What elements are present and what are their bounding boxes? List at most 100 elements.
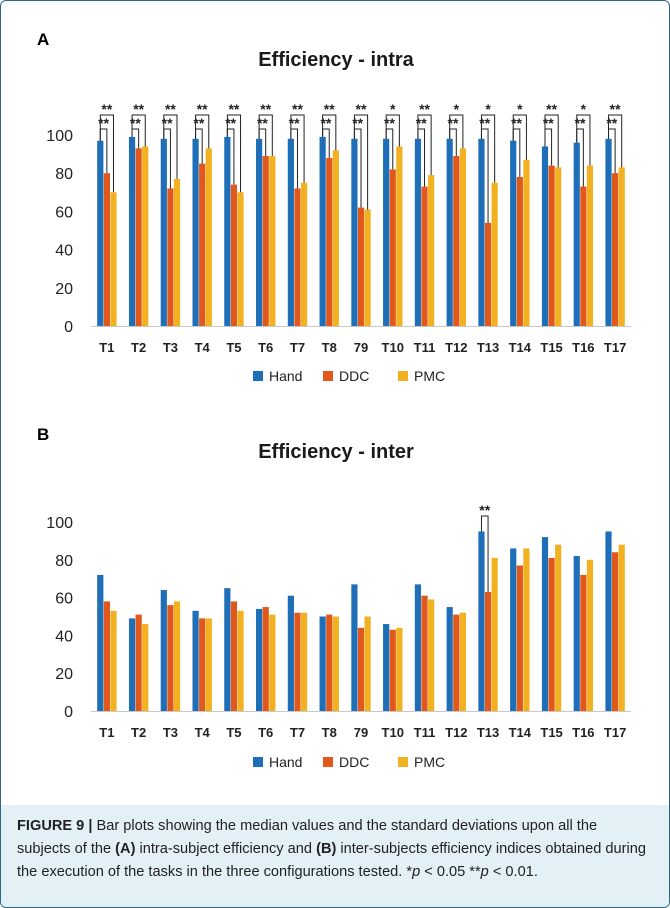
y-tick-label: 20 <box>55 281 73 298</box>
bar-pmc-t3 <box>173 178 181 326</box>
significance-star-outer: ** <box>165 101 176 117</box>
y-tick-label: 0 <box>64 319 73 336</box>
bar-ddc-t13 <box>484 591 492 711</box>
bar-ddc-t4 <box>199 618 206 711</box>
bar-pmc-t15 <box>555 544 562 711</box>
y-tick-label: 40 <box>55 628 73 645</box>
caption-ref-b: (B) <box>316 841 337 857</box>
significance-bracket-inner <box>163 128 171 189</box>
significance-star-outer: ** <box>228 101 239 117</box>
bar-pmc-t14 <box>523 548 530 711</box>
significance-star-inner: ** <box>289 115 300 131</box>
bar-pmc-t5 <box>237 192 244 326</box>
significance-star-outer: ** <box>101 101 112 117</box>
bar-ddc-t2 <box>135 148 142 326</box>
bar-ddc-t1 <box>103 601 110 711</box>
x-tick-label: T11 <box>414 725 436 740</box>
significance-bracket-outer <box>512 114 527 160</box>
significance-star-inner: ** <box>320 115 331 131</box>
significance-bracket-inner <box>258 128 267 157</box>
bar-hand-t16 <box>573 142 580 326</box>
x-tick-label: T17 <box>604 725 626 740</box>
significance-bracket-inner <box>544 128 553 166</box>
bar-pmc-t4 <box>205 148 212 326</box>
bar-pmc-t7 <box>300 612 308 711</box>
bar-ddc-t15 <box>548 165 555 326</box>
panel-b-letter: B <box>37 425 50 444</box>
chart-a-title: Efficiency - intra <box>258 49 414 71</box>
significance-bracket-inner <box>608 128 616 174</box>
significance-star-outer: ** <box>133 101 144 117</box>
significance-star-outer: * <box>581 101 587 117</box>
bar-hand-t16 <box>573 556 580 711</box>
x-tick-label: T8 <box>322 725 337 740</box>
x-tick-label: 79 <box>354 725 368 740</box>
x-tick-label: T7 <box>290 725 305 740</box>
y-tick-label: 100 <box>46 128 73 145</box>
significance-bracket-inner <box>353 128 362 208</box>
significance-star-inner: ** <box>543 115 554 131</box>
caption-text-5: < 0.01. <box>488 864 538 880</box>
bar-pmc-t10 <box>396 146 403 326</box>
bar-pmc-t2 <box>142 624 149 711</box>
bar-ddc-t8 <box>326 614 333 711</box>
significance-star-outer: ** <box>260 101 271 117</box>
legend-swatch-ddc <box>323 757 333 767</box>
caption-ref-a: (A) <box>115 841 136 857</box>
bar-ddc-t11 <box>421 595 428 711</box>
significance-star-outer: ** <box>546 101 557 117</box>
bar-pmc-79 <box>364 616 371 711</box>
bar-pmc-t17 <box>618 167 625 326</box>
significance-star-outer: * <box>517 101 523 117</box>
significance-bracket-outer <box>258 114 273 157</box>
bar-hand-79 <box>351 584 358 711</box>
bar-pmc-t5 <box>237 610 244 711</box>
significance-star-inner: ** <box>352 115 363 131</box>
significance-bracket-outer <box>195 114 210 149</box>
significance-star-outer: ** <box>324 101 335 117</box>
bar-ddc-t7 <box>294 612 301 711</box>
y-tick-label: 20 <box>55 666 73 683</box>
bar-hand-t3 <box>160 138 167 326</box>
bar-pmc-t13 <box>491 182 498 326</box>
bar-pmc-t8 <box>332 616 339 711</box>
bar-ddc-t5 <box>230 601 238 711</box>
bar-ddc-t3 <box>167 605 174 711</box>
significance-star-inner: ** <box>193 115 204 131</box>
bar-hand-t17 <box>605 138 612 326</box>
significance-star-outer: * <box>485 101 491 117</box>
panel-a-letter: A <box>37 30 50 49</box>
legend-label-pmc: PMC <box>414 368 445 384</box>
bar-hand-79 <box>351 138 358 326</box>
bar-pmc-t17 <box>618 544 625 711</box>
bar-ddc-t8 <box>326 157 333 326</box>
x-tick-label: T2 <box>131 340 146 355</box>
bar-hand-t10 <box>383 138 390 326</box>
bar-hand-t1 <box>97 574 104 711</box>
bar-hand-t4 <box>192 610 199 711</box>
bar-hand-t2 <box>128 136 136 326</box>
significance-bracket-inner <box>131 128 140 149</box>
y-tick-label: 80 <box>55 166 73 183</box>
bar-hand-t2 <box>128 618 136 711</box>
bar-ddc-t14 <box>516 177 523 326</box>
significance-star-inner: ** <box>448 115 459 131</box>
x-tick-label: T3 <box>163 340 178 355</box>
significance-star-outer: * <box>454 101 460 117</box>
significance-star-inner: ** <box>416 115 427 131</box>
significance-star-inner: ** <box>257 115 268 131</box>
significance-bracket-outer <box>480 114 496 183</box>
significance-star-outer: ** <box>292 101 303 117</box>
bar-hand-t11 <box>414 138 422 326</box>
caption-text-3: inter-subjects efficiency indices obtain… <box>17 841 646 880</box>
legend-swatch-pmc <box>398 371 408 381</box>
bar-hand-t17 <box>605 531 612 711</box>
significance-bracket-inner <box>290 128 298 189</box>
bar-ddc-t17 <box>612 173 619 326</box>
bar-ddc-t7 <box>294 188 301 326</box>
significance-bracket-outer <box>226 114 242 193</box>
x-tick-label: T8 <box>322 340 337 355</box>
legend-swatch-ddc <box>323 371 333 381</box>
x-tick-label: T13 <box>477 340 499 355</box>
x-tick-label: T10 <box>382 725 404 740</box>
